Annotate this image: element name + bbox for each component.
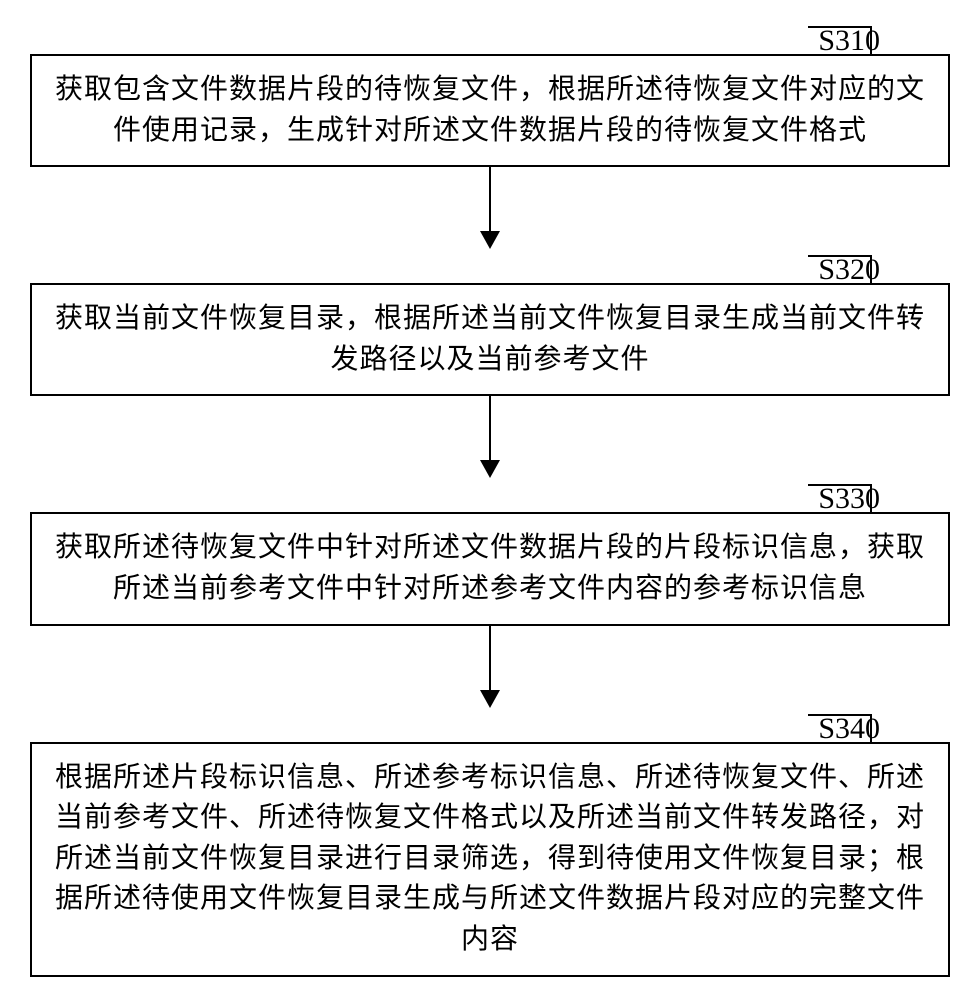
arrow-head-icon [480,690,500,708]
leader-s310-v [870,26,872,54]
step-s310-box: 获取包含文件数据片段的待恢复文件，根据所述待恢复文件对应的文件使用记录，生成针对… [30,54,950,167]
arrow-shaft [489,626,491,691]
arrow-s330-s340 [480,626,500,708]
leader-s320-v [870,255,872,283]
step-s310-wrap: S310 获取包含文件数据片段的待恢复文件，根据所述待恢复文件对应的文件使用记录… [30,54,950,167]
arrow-shaft [489,167,491,232]
step-s330-wrap: S330 获取所述待恢复文件中针对所述文件数据片段的片段标识信息，获取所述当前参… [30,512,950,625]
arrow-s320-s330 [480,396,500,478]
step-s330-box: 获取所述待恢复文件中针对所述文件数据片段的片段标识信息，获取所述当前参考文件中针… [30,512,950,625]
arrow-shaft [489,396,491,461]
step-s320-wrap: S320 获取当前文件恢复目录，根据所述当前文件恢复目录生成当前文件转发路径以及… [30,283,950,396]
arrow-head-icon [480,460,500,478]
leader-s310-h [808,26,870,28]
flowchart-container: S310 获取包含文件数据片段的待恢复文件，根据所述待恢复文件对应的文件使用记录… [30,20,950,977]
leader-s340-v [870,714,872,742]
leader-s340-h [808,714,870,716]
leader-s330-v [870,484,872,512]
leader-s330-h [808,484,870,486]
arrow-s310-s320 [480,167,500,249]
step-s340-wrap: S340 根据所述片段标识信息、所述参考标识信息、所述待恢复文件、所述当前参考文… [30,742,950,977]
arrow-head-icon [480,231,500,249]
leader-s320-h [808,255,870,257]
step-s320-box: 获取当前文件恢复目录，根据所述当前文件恢复目录生成当前文件转发路径以及当前参考文… [30,283,950,396]
step-s340-box: 根据所述片段标识信息、所述参考标识信息、所述待恢复文件、所述当前参考文件、所述待… [30,742,950,977]
